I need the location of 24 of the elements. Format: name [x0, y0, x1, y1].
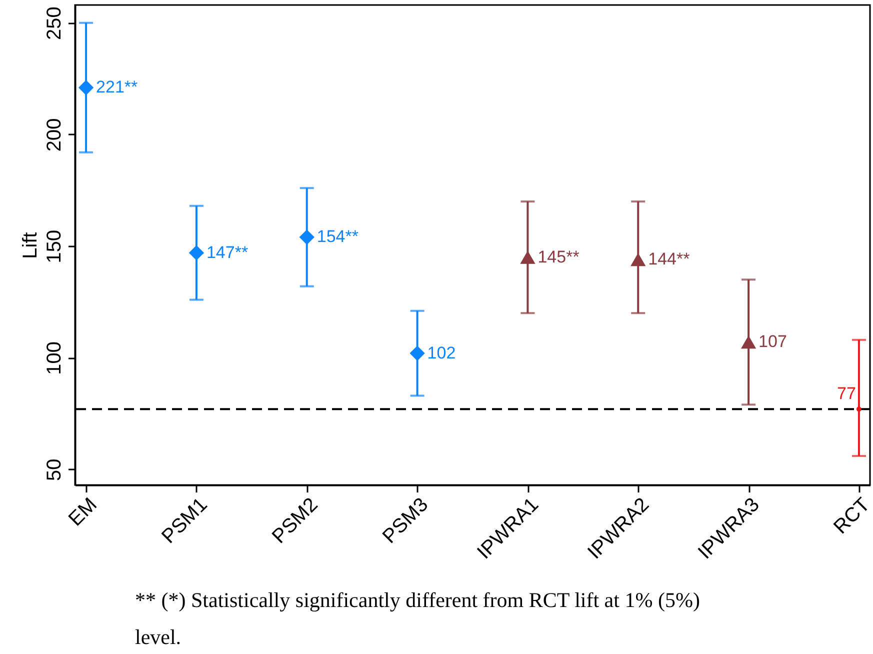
y-tick-label: 250	[44, 6, 66, 40]
y-tick-label: 50	[44, 458, 66, 481]
point	[78, 80, 94, 96]
point	[520, 250, 536, 264]
data-label: 102	[427, 343, 456, 362]
point	[410, 346, 425, 361]
point	[630, 252, 646, 266]
data-label: 154**	[316, 227, 359, 246]
x-tick-label: EM	[64, 494, 102, 531]
point	[740, 336, 756, 349]
point	[856, 406, 862, 412]
data-label: 77	[837, 384, 856, 404]
data-label: 147**	[206, 242, 248, 262]
data-label: 107	[758, 332, 787, 352]
text: ** (*) Statistically significantly different from RCT lift at 1% (5%) level.	[135, 587, 701, 651]
point	[188, 245, 204, 260]
y-tick-label: 100	[44, 342, 66, 375]
y-axis-title: Lift	[20, 232, 42, 259]
data-label: 221**	[96, 78, 138, 97]
y-tick-label: 200	[44, 118, 66, 152]
data-label: 145**	[538, 247, 580, 266]
point	[299, 230, 314, 245]
y-tick-label: 150	[44, 230, 66, 264]
data-label: 144**	[648, 250, 690, 269]
